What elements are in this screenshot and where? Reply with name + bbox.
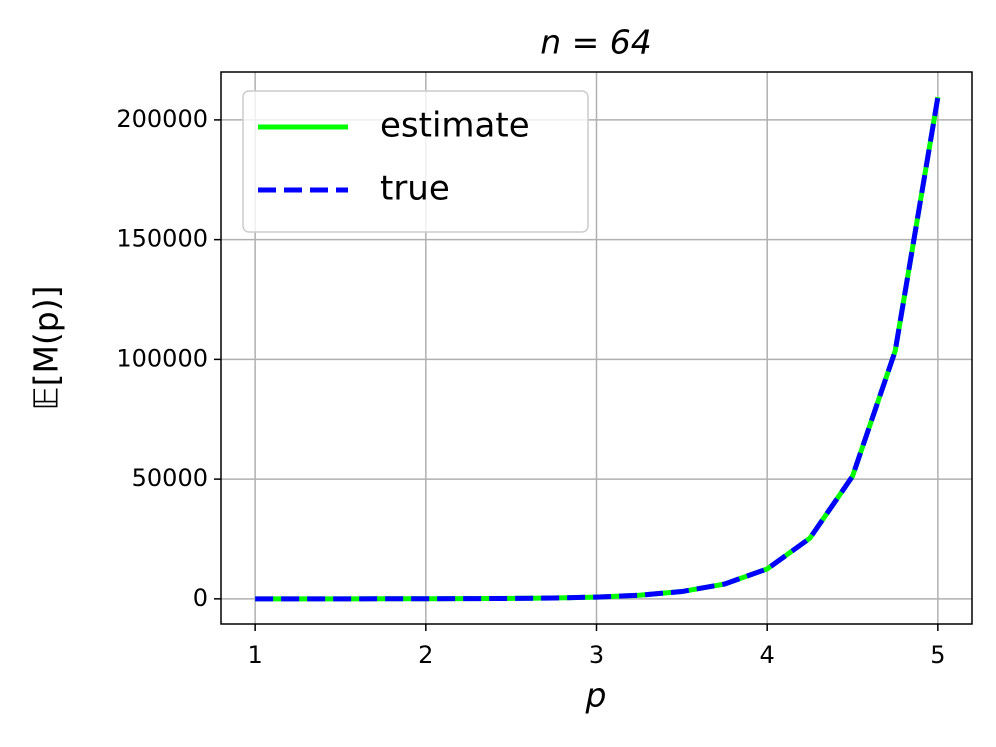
x-tick-label: 3 — [589, 641, 604, 669]
y-tick-label: 200000 — [116, 105, 208, 133]
x-axis-label: p — [585, 676, 607, 715]
y-axis-label: 𝔼[M(p)] — [27, 286, 66, 411]
plot-frame — [220, 71, 973, 625]
y-tick-label: 50000 — [132, 464, 208, 492]
data-line — [255, 96, 941, 602]
x-tick-label: 2 — [418, 641, 433, 669]
legend-label: estimate — [380, 106, 530, 146]
y-tick-label: 0 — [193, 584, 208, 612]
x-tick-label: 4 — [760, 641, 775, 669]
x-tick-label: 1 — [247, 641, 262, 669]
y-tick-label: 150000 — [116, 225, 208, 253]
legend-label: true — [380, 169, 450, 209]
y-tick-label: 100000 — [116, 344, 208, 372]
x-tick-label: 5 — [930, 641, 945, 669]
chart-title: n = 64 — [540, 23, 652, 62]
